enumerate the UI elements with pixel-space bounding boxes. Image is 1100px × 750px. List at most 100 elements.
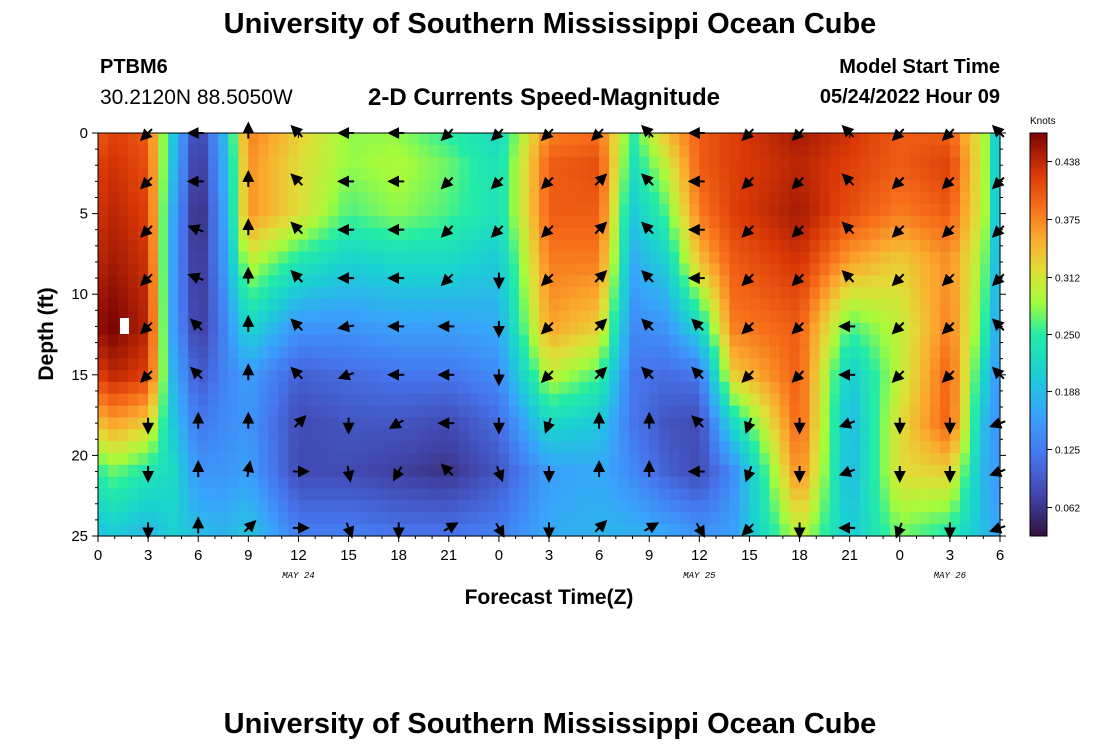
- x-tick-label: 0: [896, 547, 904, 564]
- heatmap-cell: [759, 476, 771, 490]
- heatmap-cell: [468, 512, 480, 525]
- heatmap-cell: [318, 393, 330, 407]
- heatmap-cell: [829, 263, 841, 276]
- heatmap-cell: [388, 133, 400, 146]
- heatmap-cell: [348, 405, 360, 419]
- heatmap-cell: [649, 215, 660, 229]
- heatmap-cell: [168, 239, 179, 253]
- heatmap-cell: [819, 227, 831, 241]
- heatmap-cell: [679, 417, 690, 430]
- heatmap-cell: [278, 381, 290, 395]
- heatmap-cell: [849, 192, 861, 205]
- heatmap-cell: [579, 334, 590, 347]
- heatmap-cell: [508, 381, 520, 395]
- heatmap-cell: [478, 500, 490, 513]
- heatmap-cell: [739, 251, 751, 264]
- heatmap-cell: [278, 488, 290, 502]
- heatmap-cell: [358, 204, 370, 217]
- heatmap-cell: [929, 144, 941, 158]
- heatmap-cell: [518, 370, 530, 383]
- heatmap-cell: [148, 180, 159, 193]
- heatmap-cell: [559, 488, 570, 502]
- heatmap-cell: [809, 500, 821, 513]
- heatmap-cell: [158, 405, 169, 419]
- heatmap-cell: [829, 168, 841, 182]
- heatmap-cell: [98, 512, 109, 525]
- heatmap-cell: [328, 429, 340, 442]
- heatmap-cell: [478, 524, 490, 537]
- heatmap-cell: [699, 168, 710, 182]
- heatmap-cell: [298, 417, 310, 430]
- heatmap-cell: [709, 133, 720, 146]
- heatmap-cell: [979, 180, 991, 193]
- heatmap-cell: [408, 358, 420, 371]
- heatmap-cell: [318, 144, 330, 158]
- heatmap-cell: [458, 144, 470, 158]
- heatmap-cell: [849, 322, 861, 336]
- heatmap-cell: [879, 476, 891, 490]
- heatmap-cell: [969, 168, 981, 182]
- heatmap-cell: [98, 334, 109, 347]
- heatmap-cell: [428, 488, 440, 502]
- heatmap-cell: [869, 500, 881, 513]
- heatmap-cell: [288, 251, 300, 264]
- heatmap-cell: [318, 441, 330, 454]
- heatmap-cell: [959, 441, 971, 454]
- heatmap-cell: [929, 476, 941, 490]
- heatmap-cell: [108, 275, 119, 288]
- heatmap-cell: [879, 168, 891, 182]
- heatmap-cell: [739, 275, 751, 288]
- heatmap-cell: [639, 358, 650, 371]
- heatmap-cell: [589, 405, 600, 419]
- heatmap-cell: [789, 381, 801, 395]
- heatmap-cell: [899, 429, 911, 442]
- heatmap-cell: [549, 358, 560, 371]
- heatmap-cell: [849, 524, 861, 537]
- heatmap-cell: [769, 156, 781, 170]
- heatmap-cell: [679, 227, 690, 241]
- heatmap-cell: [909, 192, 921, 205]
- heatmap-cell: [969, 334, 981, 347]
- heatmap-cell: [719, 358, 730, 371]
- heatmap-cell: [348, 358, 360, 371]
- heatmap-cell: [268, 168, 279, 182]
- heatmap-cell: [639, 144, 650, 158]
- heatmap-cell: [779, 275, 791, 288]
- date-label: MAY 26: [934, 571, 967, 581]
- heatmap-cell: [629, 263, 640, 276]
- heatmap-cell: [799, 322, 811, 336]
- heatmap-cell: [138, 429, 149, 442]
- heatmap-cell: [619, 476, 630, 490]
- heatmap-cell: [859, 275, 871, 288]
- heatmap-cell: [809, 239, 821, 253]
- heatmap-cell: [428, 476, 440, 490]
- heatmap-cell: [208, 358, 219, 371]
- heatmap-cell: [348, 441, 360, 454]
- heatmap-cell: [108, 144, 119, 158]
- heatmap-cell: [358, 476, 370, 490]
- heatmap-cell: [498, 133, 510, 146]
- current-vector-arrow: [290, 269, 304, 283]
- heatmap-cell: [879, 251, 891, 264]
- heatmap-cell: [949, 334, 961, 347]
- heatmap-cell: [448, 180, 460, 193]
- heatmap-cell: [528, 192, 540, 205]
- heatmap-cell: [959, 346, 971, 359]
- heatmap-cell: [779, 239, 791, 253]
- heatmap-cell: [478, 358, 490, 371]
- heatmap-cell: [198, 204, 209, 217]
- heatmap-cell: [308, 405, 320, 419]
- heatmap-cell: [809, 488, 821, 502]
- heatmap-cell: [799, 133, 811, 146]
- heatmap-cell: [178, 381, 189, 395]
- heatmap-cell: [108, 204, 119, 217]
- heatmap-cell: [508, 334, 520, 347]
- heatmap-cell: [208, 133, 219, 146]
- heatmap-cell: [669, 133, 680, 146]
- heatmap-cell: [709, 168, 720, 182]
- heatmap-cell: [819, 500, 831, 513]
- heatmap-cell: [98, 476, 109, 490]
- heatmap-cell: [398, 381, 410, 395]
- heatmap-cell: [799, 156, 811, 170]
- heatmap-cell: [829, 393, 841, 407]
